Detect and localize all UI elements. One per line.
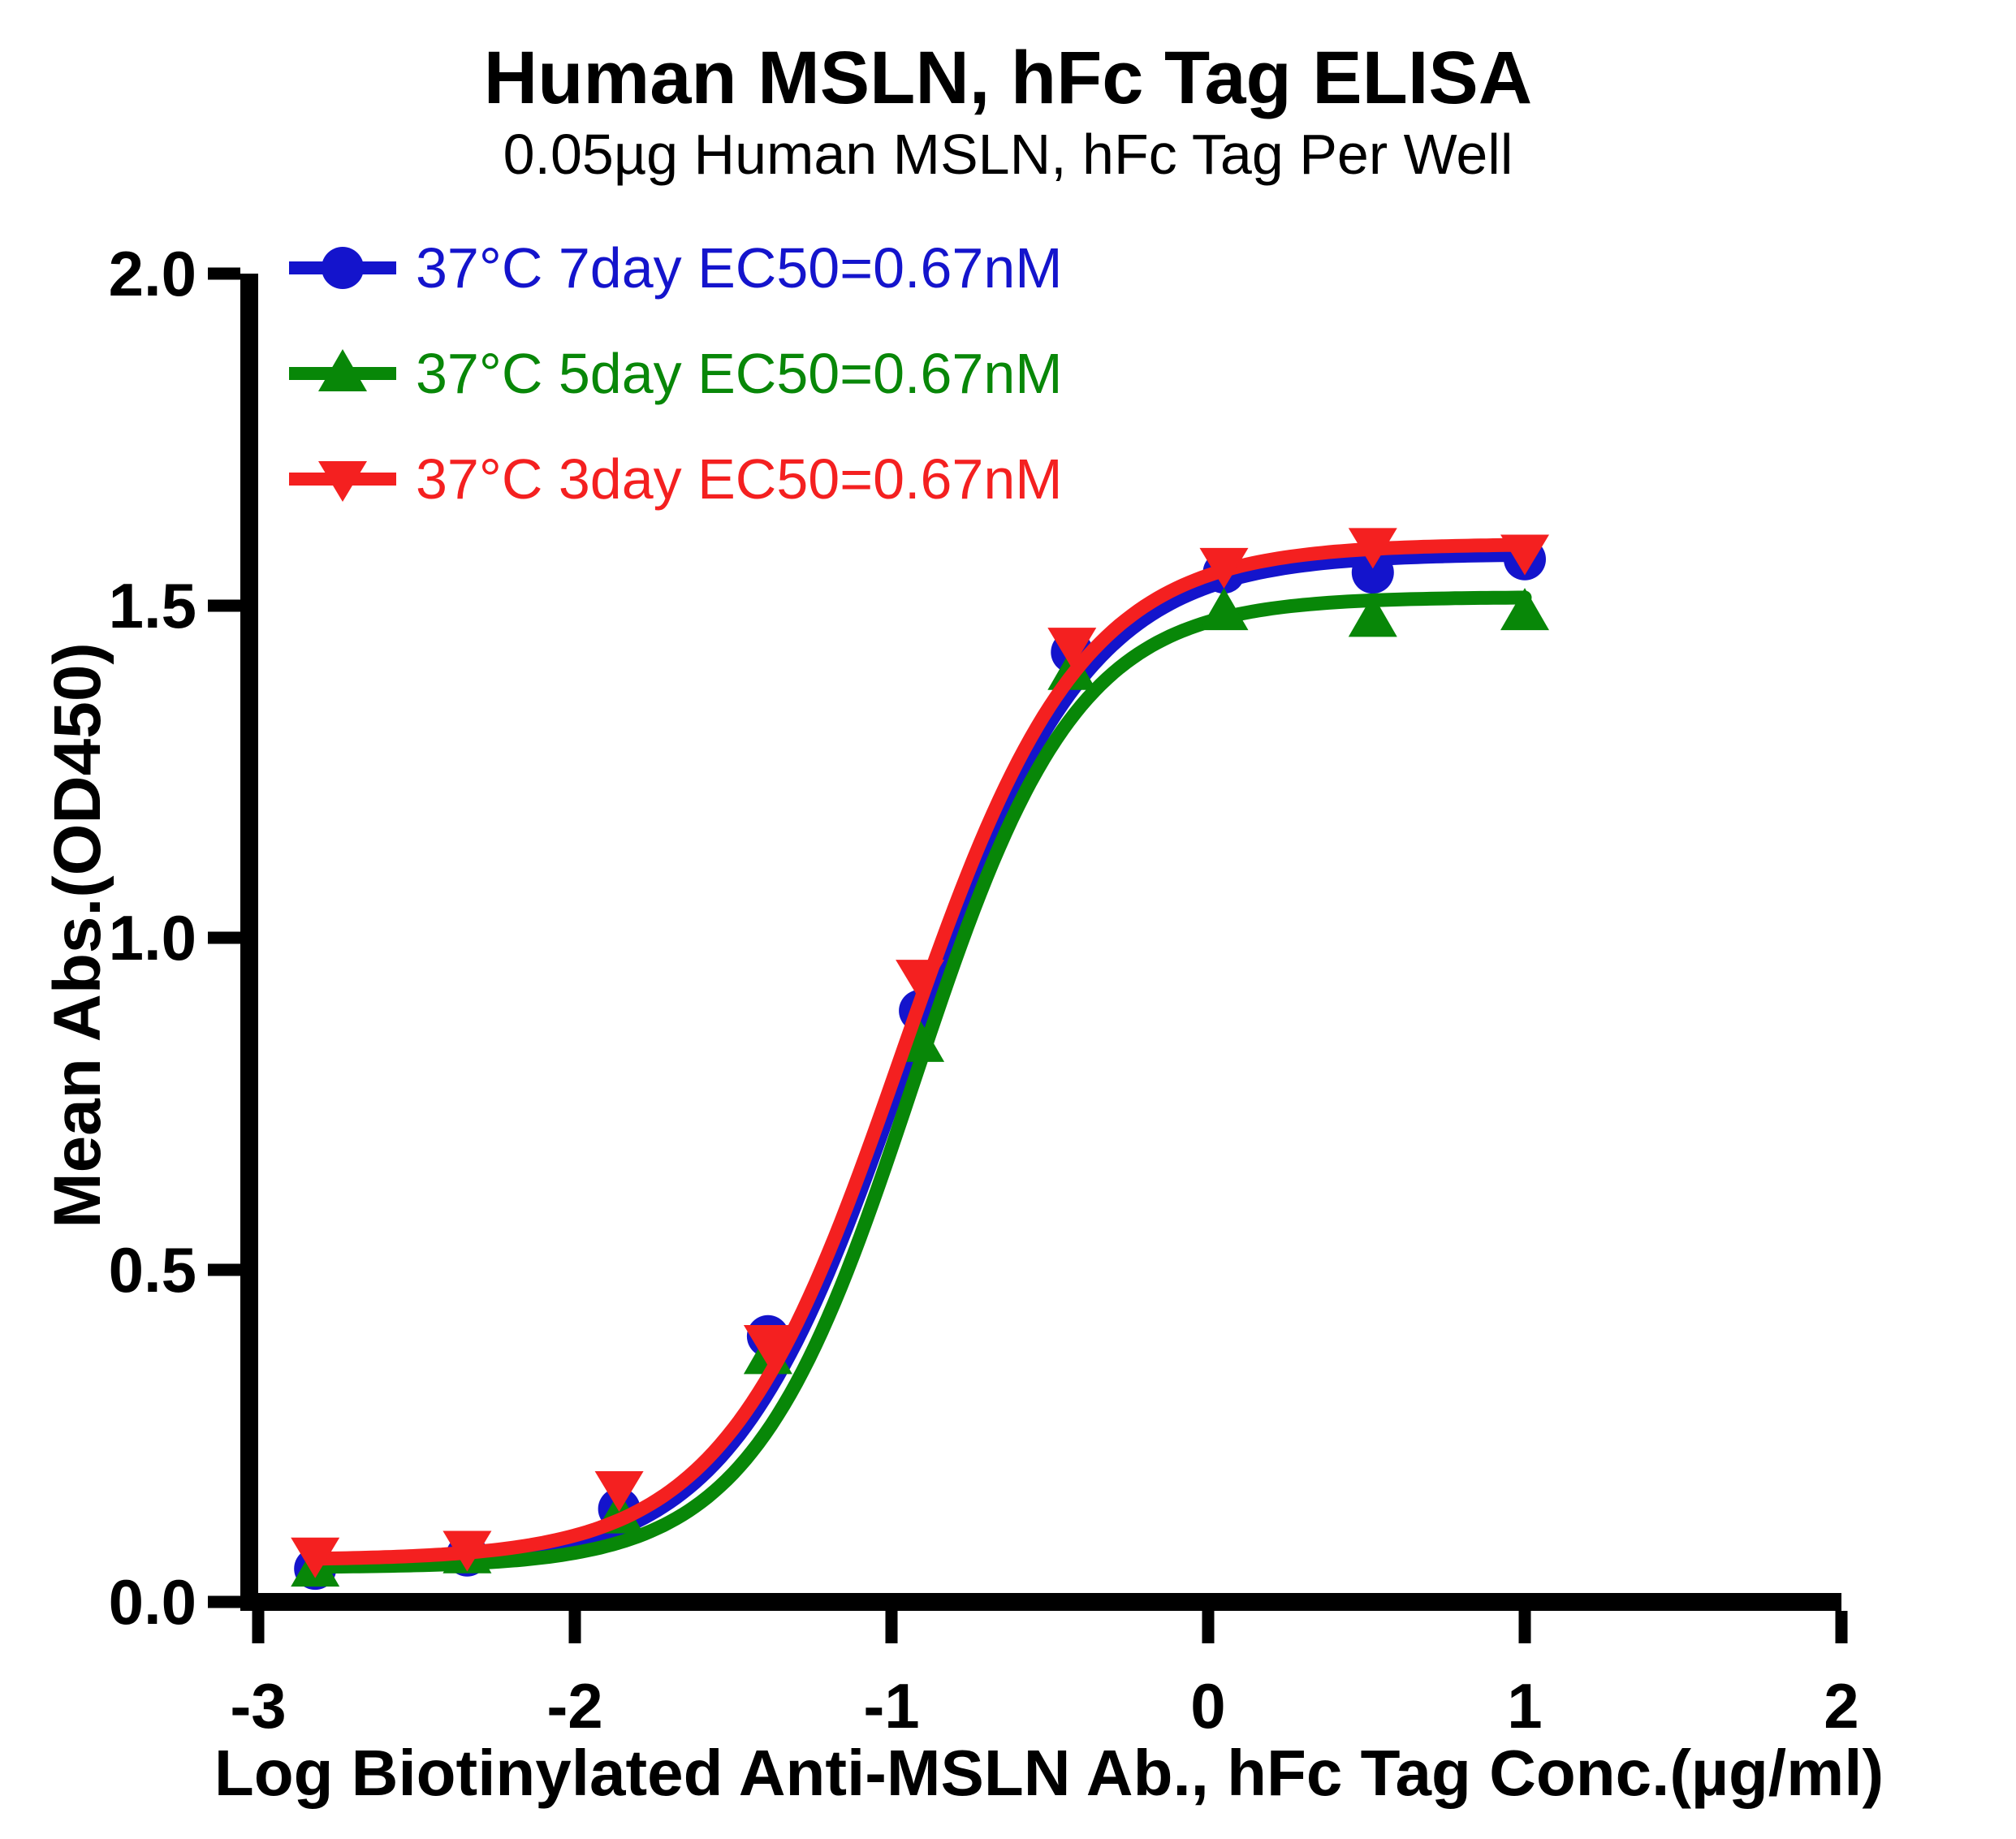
x-tick-label: 0 xyxy=(1190,1670,1225,1742)
legend-marker xyxy=(322,247,364,289)
legend-item: 37°C 7day EC50=0.67nM xyxy=(286,236,1063,300)
data-point-2 xyxy=(1047,628,1097,669)
y-axis-title: Mean Abs.(OD450) xyxy=(41,642,114,1228)
data-point-2 xyxy=(896,960,945,1001)
y-tick-label: 1.5 xyxy=(109,570,196,641)
fit-curve-1 xyxy=(308,590,1532,1574)
data-point-1 xyxy=(1500,588,1549,631)
y-tick-label: 0.0 xyxy=(109,1566,196,1638)
data-point-2 xyxy=(291,1537,340,1578)
y-tick-label: 2.0 xyxy=(109,238,196,309)
y-tick-label: 0.5 xyxy=(109,1234,196,1306)
data-point-2 xyxy=(594,1470,644,1512)
data-point-2 xyxy=(1500,534,1549,576)
chart-title: Human MSLN, hFc Tag ELISA xyxy=(483,37,1533,119)
data-point-1 xyxy=(1199,588,1249,631)
legend-label: 37°C 7day EC50=0.67nM xyxy=(416,236,1063,300)
data-point-2 xyxy=(1199,547,1249,589)
triangle-down-marker-icon xyxy=(289,461,396,502)
data-point-2 xyxy=(1348,528,1397,569)
x-tick-label: 1 xyxy=(1507,1670,1542,1742)
data-point-2 xyxy=(743,1324,792,1366)
chart-subtitle: 0.05µg Human MSLN, hFc Tag Per Well xyxy=(503,123,1513,186)
legend-label: 37°C 5day EC50=0.67nM xyxy=(416,342,1063,405)
legend-item: 37°C 5day EC50=0.67nM xyxy=(286,342,1063,405)
data-point-0 xyxy=(1351,551,1394,594)
x-tick-label: -2 xyxy=(546,1670,602,1742)
data-point-2 xyxy=(442,1530,492,1572)
legend-marker xyxy=(318,349,367,391)
legend-label: 37°C 3day EC50=0.67nM xyxy=(416,447,1063,511)
x-tick-label: -1 xyxy=(863,1670,919,1742)
fit-curve-2 xyxy=(308,537,1532,1566)
legend-item: 37°C 3day EC50=0.67nM xyxy=(286,447,1063,511)
y-tick-label: 1.0 xyxy=(109,902,196,973)
legend-marker xyxy=(318,461,367,502)
data-point-1 xyxy=(1348,594,1397,637)
x-axis-title: Log Biotinylated Anti-MSLN Ab., hFc Tag … xyxy=(214,1737,1884,1809)
circle-marker-icon xyxy=(289,247,396,289)
x-tick-label: -3 xyxy=(230,1670,286,1742)
triangle-up-marker-icon xyxy=(289,349,396,391)
x-tick-label: 2 xyxy=(1824,1670,1858,1742)
legend: 37°C 7day EC50=0.67nM 37°C 5day EC50=0.6… xyxy=(286,236,1063,555)
